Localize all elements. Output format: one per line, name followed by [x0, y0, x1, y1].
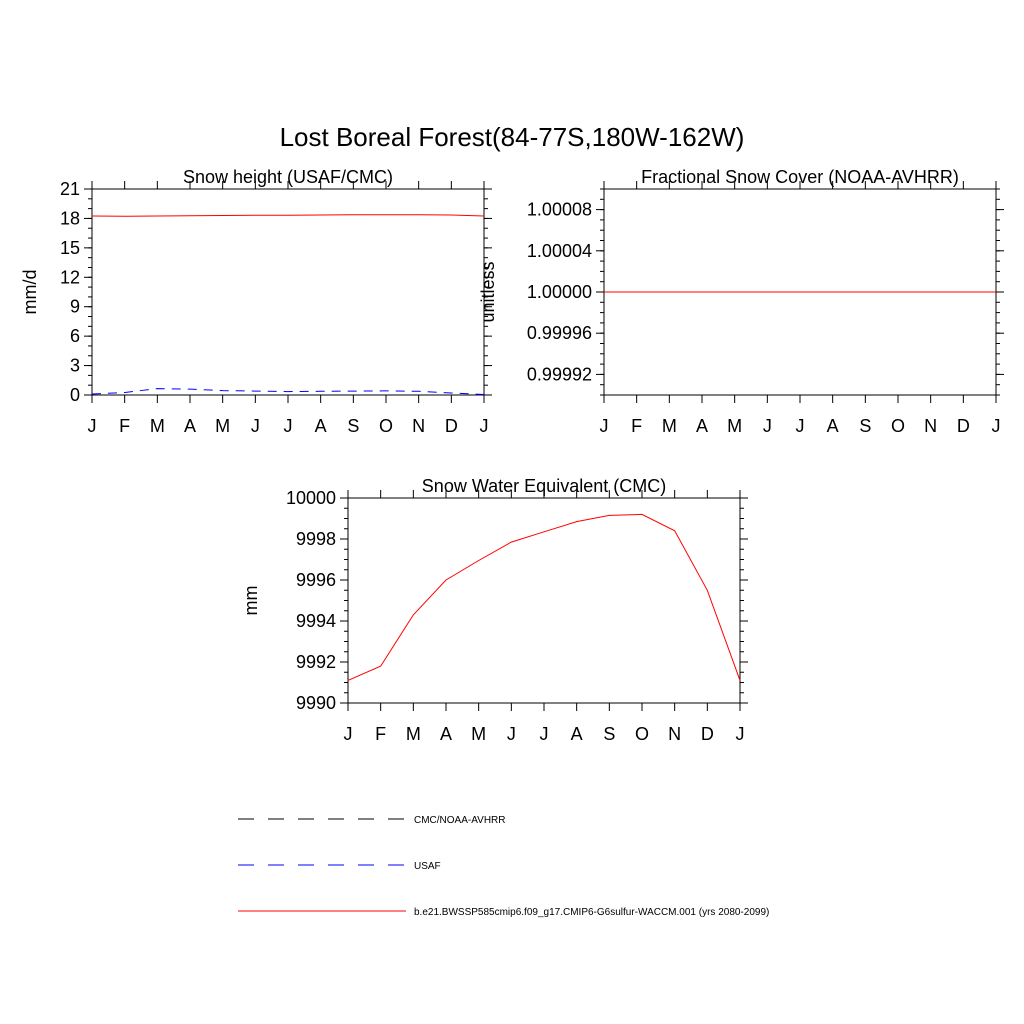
- legend-item: b.e21.BWSSP585cmip6.f09_g17.CMIP6-G6sulf…: [238, 907, 769, 918]
- x-tick-label: N: [668, 724, 681, 744]
- y-tick-label: 1.00000: [527, 282, 592, 302]
- x-tick-label: A: [696, 416, 708, 436]
- x-tick-label: A: [827, 416, 839, 436]
- y-tick-label: 0.99996: [527, 323, 592, 343]
- x-tick-label: O: [891, 416, 905, 436]
- y-tick-label: 21: [60, 179, 80, 199]
- x-tick-label: A: [315, 416, 327, 436]
- y-tick-label: 1.00008: [527, 200, 592, 220]
- x-tick-label: F: [631, 416, 642, 436]
- x-tick-label: N: [412, 416, 425, 436]
- x-tick-label: J: [284, 416, 293, 436]
- chart-3: Snow Water Equivalent (CMC)mmJ F M A M J J A S O N…: [241, 476, 748, 744]
- x-tick-label: J: [600, 416, 609, 436]
- x-tick-label: J: [480, 416, 489, 436]
- x-tick-label: J: [251, 416, 260, 436]
- x-tick-label: M: [406, 724, 421, 744]
- y-tick-label: 18: [60, 208, 80, 228]
- series-line: [91, 388, 485, 395]
- legend-item: CMC/NOAA-AVHRR: [238, 815, 505, 826]
- x-tick-label: D: [957, 416, 970, 436]
- x-tick-label: J: [763, 416, 772, 436]
- legend-item: USAF: [238, 861, 441, 872]
- y-axis-label: mm: [241, 586, 261, 616]
- figure-title: Lost Boreal Forest(84-77S,180W-162W): [280, 122, 745, 152]
- y-tick-label: 9: [70, 297, 80, 317]
- x-tick-label: J: [540, 724, 549, 744]
- x-tick-label: J: [736, 724, 745, 744]
- chart-1: Snow height (USAF/CMC)mm/dJ F M A M J J A S O N D J0…: [20, 167, 492, 436]
- x-tick-label: M: [471, 724, 486, 744]
- y-tick-label: 9994: [296, 611, 336, 631]
- y-tick-label: 9990: [296, 693, 336, 713]
- legend-label: USAF: [414, 861, 441, 872]
- x-tick-label: A: [571, 724, 583, 744]
- x-tick-label: F: [375, 724, 386, 744]
- subplot-title: Fractional Snow Cover (NOAA-AVHRR): [641, 167, 959, 187]
- x-tick-label: J: [796, 416, 805, 436]
- x-tick-label: M: [662, 416, 677, 436]
- y-tick-label: 1.00004: [527, 241, 592, 261]
- y-tick-label: 15: [60, 238, 80, 258]
- y-tick-label: 6: [70, 326, 80, 346]
- x-tick-label: M: [727, 416, 742, 436]
- x-tick-label: F: [119, 416, 130, 436]
- x-tick-label: J: [344, 724, 353, 744]
- x-tick-label: J: [507, 724, 516, 744]
- y-tick-label: 9992: [296, 652, 336, 672]
- legend: CMC/NOAA-AVHRR USAF b.e21.BWSSP585cmip6.f0…: [238, 815, 769, 918]
- y-tick-label: 9998: [296, 529, 336, 549]
- y-tick-label: 0.99992: [527, 364, 592, 384]
- x-tick-label: D: [445, 416, 458, 436]
- x-tick-label: S: [603, 724, 615, 744]
- x-tick-label: M: [215, 416, 230, 436]
- subplot-title: Snow Water Equivalent (CMC): [422, 476, 666, 496]
- x-tick-label: S: [347, 416, 359, 436]
- x-tick-label: N: [924, 416, 937, 436]
- x-tick-label: D: [701, 724, 714, 744]
- x-tick-label: J: [992, 416, 1001, 436]
- y-axis-label: unitless: [478, 261, 498, 322]
- x-tick-label: S: [859, 416, 871, 436]
- series-line: [91, 214, 485, 217]
- plot-frame: [347, 497, 741, 704]
- y-axis-label: mm/d: [20, 270, 40, 315]
- subplot-title: Snow height (USAF/CMC): [183, 167, 393, 187]
- series-line: [347, 513, 741, 681]
- charts-group: Snow height (USAF/CMC)mm/dJ F M A M J J A S O N D J0…: [20, 167, 1004, 744]
- chart-2: Fractional Snow Cover (NOAA-AVHRR) unitle…: [478, 167, 1004, 436]
- plot-frame: [91, 188, 485, 396]
- y-tick-label: 10000: [286, 488, 336, 508]
- legend-label: CMC/NOAA-AVHRR: [414, 815, 505, 826]
- x-tick-label: A: [440, 724, 452, 744]
- y-tick-label: 12: [60, 267, 80, 287]
- legend-label: b.e21.BWSSP585cmip6.f09_g17.CMIP6-G6sulf…: [414, 907, 769, 918]
- x-tick-label: O: [379, 416, 393, 436]
- x-tick-label: O: [635, 724, 649, 744]
- y-tick-label: 0: [70, 385, 80, 405]
- x-tick-label: J: [88, 416, 97, 436]
- y-tick-label: 3: [70, 356, 80, 376]
- x-tick-label: A: [184, 416, 196, 436]
- x-tick-label: M: [150, 416, 165, 436]
- y-tick-label: 9996: [296, 570, 336, 590]
